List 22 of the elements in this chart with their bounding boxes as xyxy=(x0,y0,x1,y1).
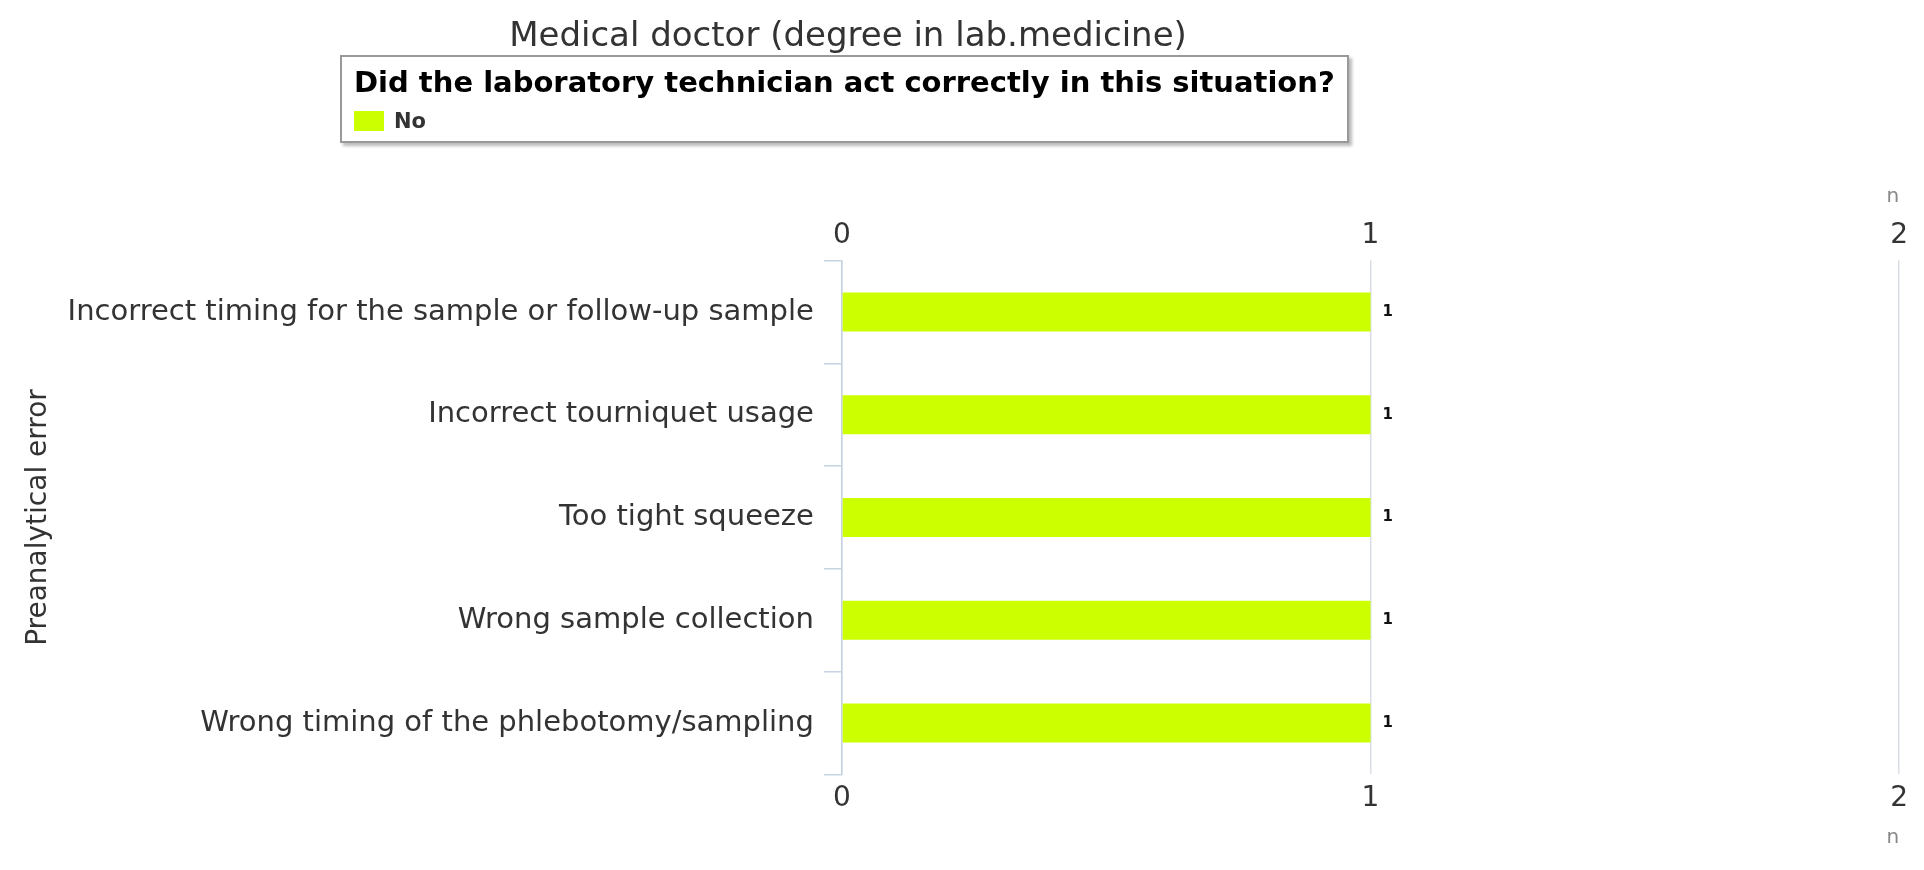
data-label: 1 xyxy=(1382,712,1393,731)
y-tick-label: Wrong sample collection xyxy=(457,600,814,635)
legend-label: No xyxy=(394,109,427,133)
data-label: 1 xyxy=(1382,507,1393,526)
y-tick-label: Too tight squeeze xyxy=(557,498,814,533)
x-axis-title: n xyxy=(1886,824,1900,849)
x-tick-label: 2 xyxy=(1890,217,1909,251)
legend-title: Did the laboratory technician act correctly in this situation? xyxy=(354,65,1335,99)
y-tick-label: Incorrect timing for the sample or follow-up sample xyxy=(67,292,814,327)
data-label: 1 xyxy=(1382,610,1393,629)
x2-axis-title: n xyxy=(1886,183,1900,208)
x2-tick-label: 0 xyxy=(833,780,851,814)
data-label: 1 xyxy=(1382,301,1393,320)
data-label: 1 xyxy=(1382,404,1393,423)
x2-tick-label: 1 xyxy=(1361,780,1380,814)
y-axis-title: Preanalytical error xyxy=(20,388,54,646)
x-tick-label: 1 xyxy=(1361,217,1380,251)
y-tick-label: Wrong timing of the phlebotomy/sampling xyxy=(200,703,814,738)
y-tick-label: Incorrect tourniquet usage xyxy=(428,395,814,430)
x2-tick-label: 2 xyxy=(1890,780,1909,814)
chart-title: Medical doctor (degree in lab.medicine) xyxy=(508,14,1188,54)
x-tick-label: 0 xyxy=(833,217,851,251)
